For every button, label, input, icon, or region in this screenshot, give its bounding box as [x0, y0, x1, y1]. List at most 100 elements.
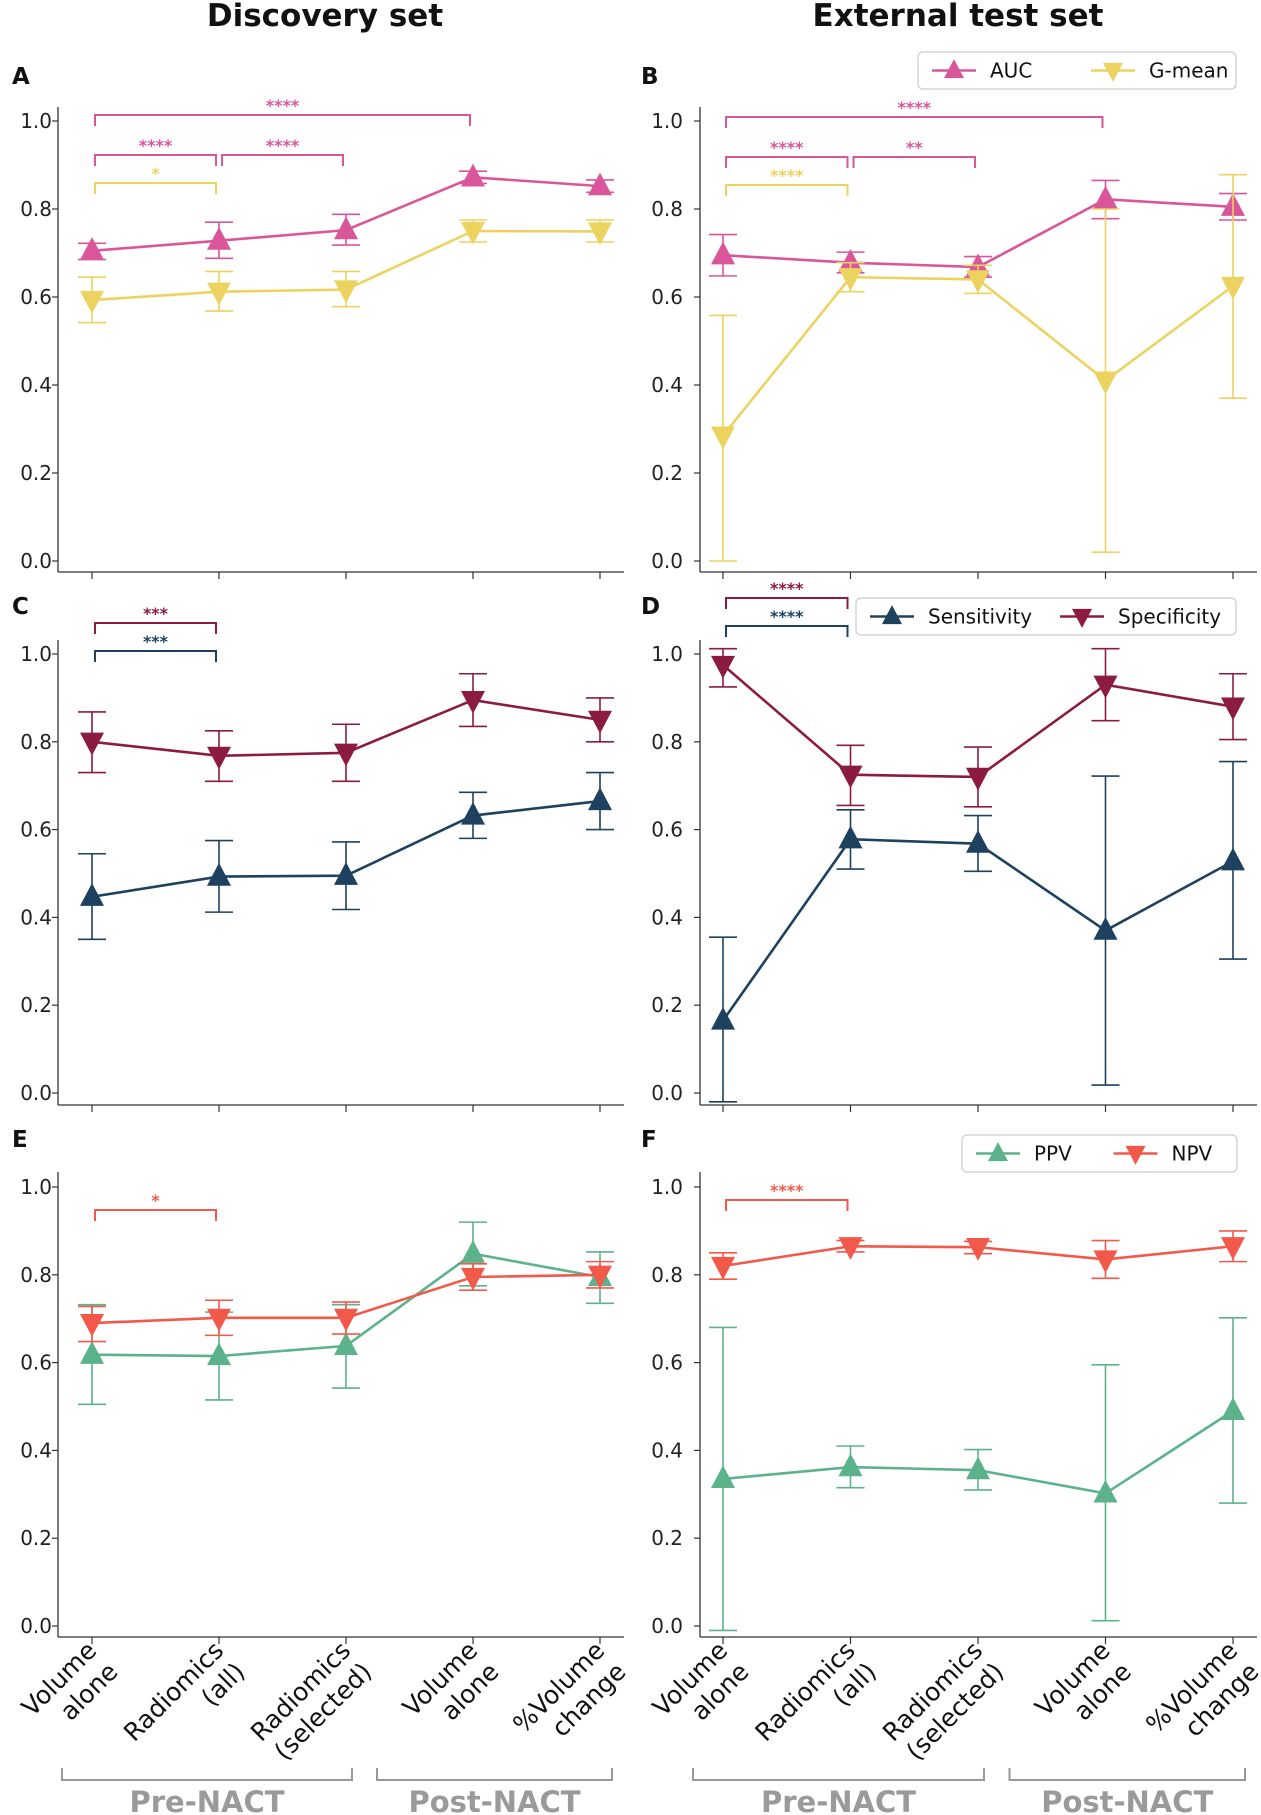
data-point — [1221, 1237, 1245, 1260]
y-tick-label: 0.8 — [20, 1263, 52, 1287]
data-point — [461, 1267, 485, 1291]
column-title-external: External test set — [813, 0, 1104, 34]
panel-C: C 0.0 0.2 0.4 0.6 0.8 1.0 *** *** — [12, 594, 624, 1112]
y-tick-label: 1.0 — [651, 642, 683, 666]
data-point — [838, 1237, 863, 1260]
significance-bracket: **** — [725, 607, 849, 637]
panel-letter-F: F — [641, 1127, 657, 1153]
data-point — [1093, 1250, 1118, 1274]
data-point — [1221, 847, 1245, 871]
y-tick-label: 0.2 — [20, 461, 52, 485]
y-tick-label: 0.2 — [651, 461, 683, 485]
y-tick-label: 0.6 — [651, 1351, 683, 1375]
legend-box — [855, 597, 1237, 636]
data-point — [334, 216, 358, 240]
significance-stars: *** — [143, 604, 169, 623]
y-tick-label: 0.4 — [20, 373, 52, 397]
series-gmean — [78, 219, 614, 324]
group-label-pre-nact: Pre-NACT — [761, 1785, 916, 1815]
panel-D: D 0.0 0.2 0.4 0.6 0.8 1.0 **** **** Sensitivity Sp… — [641, 579, 1257, 1112]
data-point — [588, 1265, 612, 1289]
legend-label: AUC — [990, 59, 1032, 83]
significance-stars: *** — [143, 632, 169, 651]
data-point — [838, 1453, 863, 1477]
bracket-line — [94, 154, 217, 166]
panel-letter-A: A — [12, 64, 30, 90]
data-point — [711, 1256, 735, 1280]
group-bracket — [1008, 1768, 1246, 1781]
y-tick-label: 0.0 — [20, 549, 52, 573]
significance-bracket: **** — [725, 1181, 849, 1211]
y-tick-label: 1.0 — [20, 109, 52, 133]
group-bracket — [61, 1768, 353, 1781]
significance-stars: **** — [770, 1181, 804, 1200]
data-point — [207, 282, 231, 306]
significance-stars: * — [151, 164, 160, 183]
x-category-label: %Volumechange — [507, 1636, 631, 1760]
significance-stars: **** — [770, 166, 804, 185]
legend-marker — [1125, 1145, 1146, 1165]
bracket-line — [94, 650, 217, 662]
bracket-line — [94, 622, 217, 634]
bracket-line — [94, 1209, 217, 1221]
group-label-post-nact: Post-NACT — [408, 1785, 580, 1815]
x-category-label: Radiomics(all) — [118, 1636, 250, 1768]
data-point — [1093, 371, 1118, 395]
series-line — [721, 275, 1234, 437]
panel-letter-C: C — [12, 594, 29, 620]
significance-bracket: **** — [725, 166, 849, 196]
data-point — [966, 270, 990, 294]
series-auc — [709, 179, 1247, 279]
data-point — [588, 222, 612, 246]
panel-A: A0.00.20.40.60.81.0******** ***** — [12, 64, 624, 579]
series-ppv — [78, 1221, 614, 1406]
significance-bracket: *** — [94, 632, 217, 662]
significance-bracket: ** — [852, 138, 976, 168]
significance-bracket: **** — [725, 138, 849, 168]
data-point — [334, 743, 358, 767]
significance-bracket: * — [94, 1191, 217, 1221]
significance-stars: **** — [770, 579, 804, 598]
data-point — [1221, 276, 1245, 300]
legend-marker — [1072, 608, 1092, 628]
data-point — [838, 268, 863, 291]
data-point — [80, 1341, 104, 1364]
y-tick-label: 0.8 — [651, 197, 683, 221]
series-ppv — [709, 1317, 1247, 1632]
y-tick-label: 0.6 — [20, 1351, 52, 1375]
data-point — [207, 746, 231, 770]
data-point — [966, 1456, 990, 1480]
y-tick-label: 0.2 — [20, 993, 52, 1017]
series-auc — [78, 163, 614, 261]
bracket-line — [725, 597, 849, 609]
x-category-label: Volumealone — [397, 1636, 504, 1743]
x-category-label: Volumealone — [1029, 1636, 1136, 1743]
data-point — [334, 1332, 358, 1356]
significance-stars: **** — [139, 136, 173, 155]
series-npv — [78, 1260, 614, 1343]
group-label-post-nact: Post-NACT — [1041, 1785, 1213, 1815]
data-point — [207, 227, 231, 250]
y-tick-label: 0.0 — [20, 1081, 52, 1105]
data-point — [207, 1342, 231, 1366]
data-point — [80, 1313, 104, 1337]
series-sensitivity — [709, 760, 1247, 1103]
bracket-line — [725, 184, 849, 196]
panel-letter-E: E — [12, 1127, 28, 1153]
panel-F: F 0.0 0.2 0.4 0.6 0.8 1.0 **** PPV NPV — [641, 1127, 1257, 1644]
data-point — [711, 426, 735, 450]
data-point — [1093, 675, 1118, 699]
data-point — [80, 883, 104, 906]
group-bracket — [692, 1768, 985, 1781]
significance-stars: **** — [770, 138, 804, 157]
x-category-label: Volumealone — [16, 1636, 123, 1743]
data-point — [588, 787, 612, 811]
data-point — [207, 862, 231, 886]
legend-box — [961, 1134, 1238, 1173]
y-tick-label: 0.8 — [651, 1263, 683, 1287]
data-point — [966, 767, 990, 791]
y-tick-label: 0.4 — [651, 1438, 683, 1462]
data-point — [80, 237, 104, 260]
x-axis-labels: VolumealoneRadiomics(all)Radiomics(selec… — [16, 1636, 1261, 1815]
panel-letter-B: B — [641, 64, 659, 90]
